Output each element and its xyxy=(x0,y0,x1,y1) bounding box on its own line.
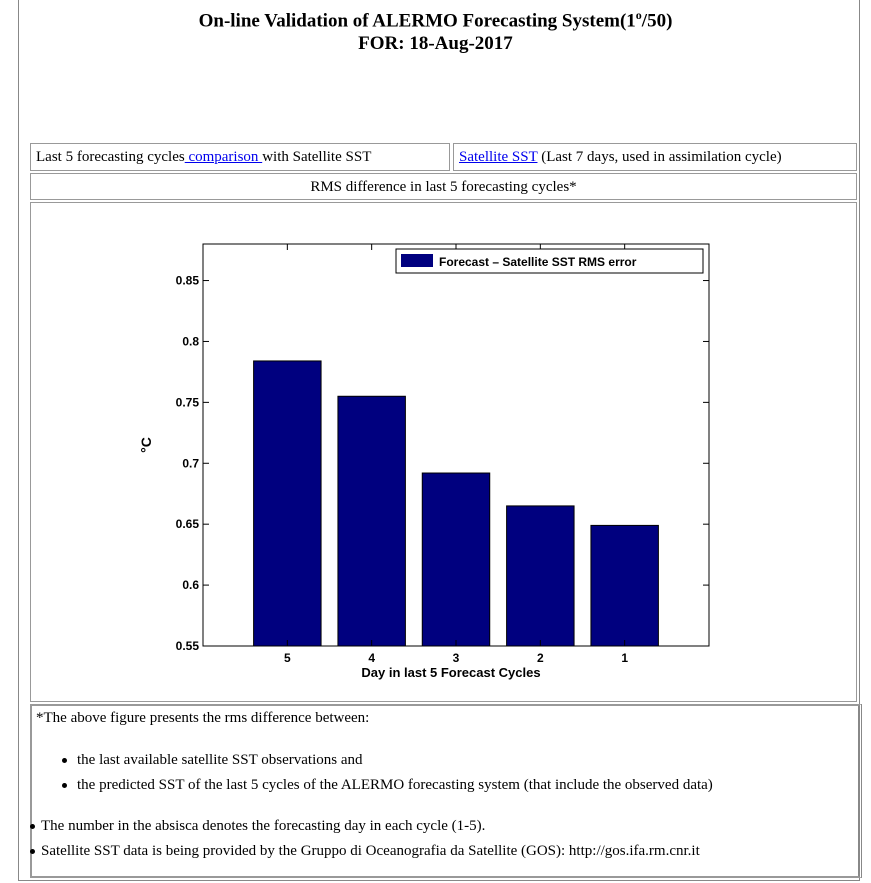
x-tick-label: 2 xyxy=(537,651,544,665)
bar xyxy=(337,395,406,647)
y-tick-label: 0.7 xyxy=(182,456,199,470)
bullet-icon xyxy=(30,824,35,830)
y-tick-label: 0.65 xyxy=(176,517,200,531)
list-item: the last available satellite SST observa… xyxy=(62,752,363,769)
title-tail: /50) xyxy=(641,10,673,32)
nav-cell-comparison-text: Last 5 forecasting cycles xyxy=(36,149,185,165)
notes-panel: *The above figure presents the rms diffe… xyxy=(30,704,862,878)
x-tick-label: 3 xyxy=(453,651,460,665)
comparison-link[interactable]: comparison xyxy=(184,149,263,165)
nav-cell-comparison-suffix: with Satellite SST xyxy=(262,149,372,165)
y-axis-label: °C xyxy=(138,437,154,453)
nav-cell-satellite-suffix: (Last 7 days, used in assimilation cycle… xyxy=(537,149,782,165)
title-text: On-line Validation of ALERMO Forecasting… xyxy=(198,10,636,32)
satellite-sst-link[interactable]: Satellite SST xyxy=(459,149,538,165)
bar xyxy=(590,524,659,647)
legend-box xyxy=(395,248,704,274)
x-tick-label: 1 xyxy=(621,651,628,665)
x-tick-label: 5 xyxy=(284,651,291,665)
list-item-text: the predicted SST of the last 5 cycles o… xyxy=(77,777,713,793)
note-line-source: Satellite SST data is being provided by … xyxy=(30,843,700,860)
rms-bar-chart: 0.55 0.6 0.65 0.7 0.75 0.8 0.85 5 4 3 2 1 Day in las… xyxy=(138,243,710,680)
section-title: RMS difference in last 5 forecasting cyc… xyxy=(30,173,857,200)
legend-label: Forecast – Satellite SST RMS error xyxy=(439,255,637,269)
y-tick-label: 0.75 xyxy=(176,395,200,409)
list-item: the predicted SST of the last 5 cycles o… xyxy=(62,777,713,794)
nav-cell-satellite: Satellite SST (Last 7 days, used in assi… xyxy=(453,143,857,171)
chart-panel: 0.55 0.6 0.65 0.7 0.75 0.8 0.85 5 4 3 2 1 Day in las… xyxy=(30,202,857,702)
bar xyxy=(253,360,322,647)
bar xyxy=(421,472,491,647)
y-tick-label: 0.85 xyxy=(176,274,200,288)
list-item-text: the last available satellite SST observa… xyxy=(77,752,363,768)
notes-intro: *The above figure presents the rms diffe… xyxy=(36,710,370,726)
x-axis-label: Day in last 5 Forecast Cycles xyxy=(361,665,540,680)
page-frame xyxy=(18,0,860,881)
title-superscript: o xyxy=(635,8,642,22)
legend-swatch xyxy=(401,254,433,267)
date-title: FOR: 18-Aug-2017 xyxy=(358,33,513,54)
page-title: On-line Validation of ALERMO Forecasting… xyxy=(0,8,871,32)
note-line-absisca-text: The number in the absisca denotes the fo… xyxy=(41,818,486,834)
y-tick-label: 0.8 xyxy=(182,334,199,348)
y-tick-label: 0.6 xyxy=(182,578,199,592)
note-line-absisca: The number in the absisca denotes the fo… xyxy=(30,818,485,835)
x-tick-label: 4 xyxy=(368,651,375,665)
bar xyxy=(506,505,575,647)
nav-cell-comparison: Last 5 forecasting cycles comparison wit… xyxy=(30,143,450,171)
bullet-icon xyxy=(30,849,35,855)
bullet-icon xyxy=(62,758,67,764)
note-line-source-text: Satellite SST data is being provided by … xyxy=(41,843,700,859)
y-tick-label: 0.55 xyxy=(176,639,200,653)
bullet-icon xyxy=(62,783,67,789)
